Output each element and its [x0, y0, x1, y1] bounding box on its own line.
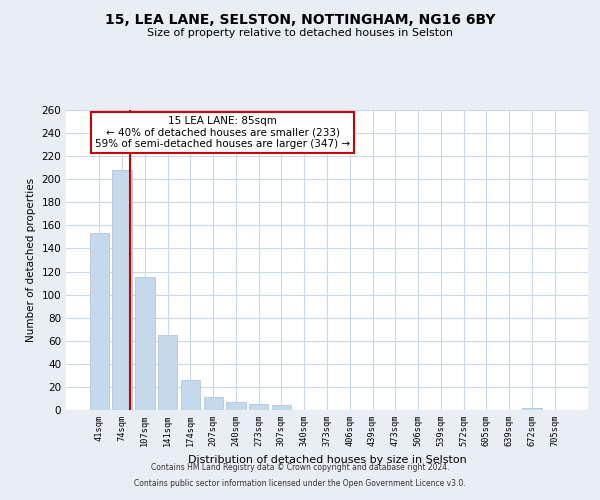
- Y-axis label: Number of detached properties: Number of detached properties: [26, 178, 36, 342]
- Text: Contains HM Land Registry data © Crown copyright and database right 2024.: Contains HM Land Registry data © Crown c…: [151, 464, 449, 472]
- X-axis label: Distribution of detached houses by size in Selston: Distribution of detached houses by size …: [188, 454, 466, 464]
- Bar: [135, 278, 155, 410]
- Text: Contains public sector information licensed under the Open Government Licence v3: Contains public sector information licen…: [134, 478, 466, 488]
- Bar: [249, 404, 268, 410]
- Bar: [158, 335, 178, 410]
- Text: 15, LEA LANE, SELSTON, NOTTINGHAM, NG16 6BY: 15, LEA LANE, SELSTON, NOTTINGHAM, NG16 …: [105, 12, 495, 26]
- Text: Size of property relative to detached houses in Selston: Size of property relative to detached ho…: [147, 28, 453, 38]
- Bar: [112, 170, 132, 410]
- Bar: [203, 398, 223, 410]
- Bar: [226, 402, 245, 410]
- Bar: [522, 408, 542, 410]
- Bar: [181, 380, 200, 410]
- Text: 15 LEA LANE: 85sqm
← 40% of detached houses are smaller (233)
59% of semi-detach: 15 LEA LANE: 85sqm ← 40% of detached hou…: [95, 116, 350, 149]
- Bar: [90, 234, 109, 410]
- Bar: [272, 406, 291, 410]
